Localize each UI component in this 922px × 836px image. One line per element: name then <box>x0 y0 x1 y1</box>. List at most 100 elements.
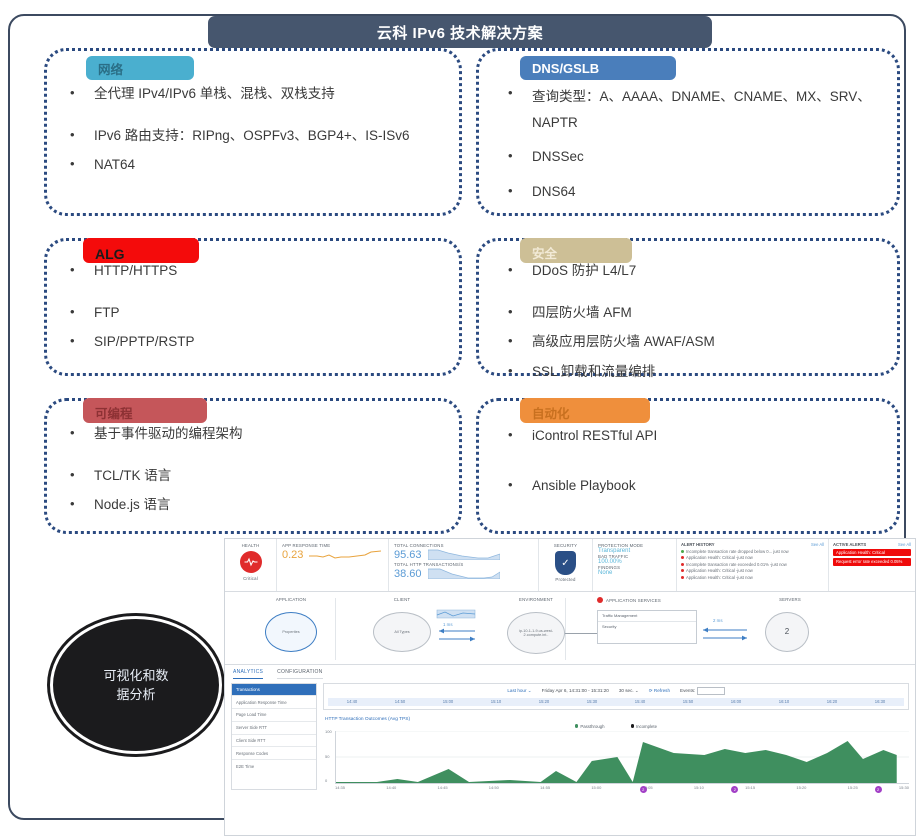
active-alert-bar[interactable]: Request error rate exceeded 0.05% <box>833 557 911 566</box>
environment-node[interactable]: ip-10-1-1-9.us-west-2.compute.int.. <box>507 612 565 654</box>
total-http-transactions-value: 38.60 <box>394 568 422 580</box>
metric-item-application-response-time[interactable]: Application Response Time <box>232 696 316 710</box>
active-alerts-panel: ACTIVE ALERTS See All Application Health… <box>829 539 915 591</box>
event-pin[interactable]: 2 <box>874 786 882 793</box>
alert-text: Application Health: Critical -just now <box>686 555 753 561</box>
app-response-time-tile: APP RESPONSE TIME 0.23 <box>277 539 389 591</box>
bullet-text: TCL/TK 语言 <box>94 467 172 483</box>
bullet-text: Ansible Playbook <box>532 477 636 493</box>
x-tick: 15:20 <box>796 784 807 790</box>
bullet-text: SSL 卸载和流量编排 <box>532 363 656 379</box>
events-toggle[interactable]: Events: <box>680 686 725 695</box>
security-label: SECURITY <box>553 543 578 548</box>
metric-item-e2e-time[interactable]: E2E Time <box>236 763 255 769</box>
service-item[interactable]: Traffic Management <box>598 611 696 622</box>
y-tick: 100 <box>325 728 332 734</box>
list-item: • 基于事件驱动的编程架构 <box>70 424 450 444</box>
x-tick: 14:35 <box>335 784 346 790</box>
alert-history-row: Application Health: Critical -just now <box>681 568 824 573</box>
timeline-ticks[interactable]: 14:40 14:50 15:00 15:10 15:20 15:30 15:4… <box>328 697 904 706</box>
health-status: Critical <box>243 576 258 581</box>
client-node[interactable]: All Types <box>373 612 431 652</box>
legend-item-passthrough[interactable]: Passthrough <box>575 724 605 729</box>
tab-configuration[interactable]: CONFIGURATION <box>277 669 323 679</box>
list-item: • 高级应用层防火墙 AWAF/ASM <box>508 332 898 352</box>
active-alert-bar[interactable]: Application Health: Critical <box>833 548 911 557</box>
findings-value: None <box>598 570 613 576</box>
application-services-header: APPLICATION SERVICES <box>597 597 717 603</box>
bullet-dot: • <box>508 147 513 163</box>
chart-plot-area: 100 50 0 2 2 2 <box>325 729 909 793</box>
timeline-tick: 16:00 <box>730 699 742 704</box>
list-item: • DDoS 防护 L4/L7 <box>508 261 898 281</box>
alert-history-row: Incomplete transaction rate dropped belo… <box>681 549 824 554</box>
service-item[interactable]: Security <box>602 624 617 630</box>
refresh-label: Refresh <box>653 687 671 693</box>
timeline-tick: 15:40 <box>634 699 646 704</box>
bullet-text: HTTP/HTTPS <box>94 263 178 278</box>
event-pin[interactable]: 2 <box>639 786 647 793</box>
chart-legend: Passthrough Incomplete <box>323 724 909 729</box>
events-label: Events: <box>680 687 696 693</box>
timeline-tick: 15:10 <box>490 699 502 704</box>
panel-badge-programmability: 可编程 <box>83 398 207 423</box>
bullet-text: SIP/PPTP/RSTP <box>94 334 195 350</box>
alert-text: Incomplete transaction rate dropped belo… <box>686 548 789 554</box>
panel-badge-automation: 自动化 <box>520 398 650 423</box>
tab-analytics[interactable]: ANALYTICS <box>233 669 264 679</box>
legend-item-incomplete[interactable]: Incomplete <box>630 723 657 729</box>
bullet-text: FTP <box>94 304 120 320</box>
x-tick: 15:30 <box>898 784 909 790</box>
interval-select[interactable]: 30 sec. ⌄ <box>619 688 639 694</box>
heartbeat-icon <box>239 551 262 573</box>
bullet-text: 基于事件驱动的编程架构 <box>94 426 243 441</box>
bullet-dot: • <box>70 262 75 277</box>
events-value-box <box>696 686 725 695</box>
page-title: 云科 IPv6 技术解决方案 <box>208 16 712 48</box>
refresh-button[interactable]: ⟳ Refresh <box>648 687 671 693</box>
metric-item-transactions[interactable]: Transactions <box>232 683 316 697</box>
bullet-dot: • <box>508 362 513 378</box>
x-tick: 15:15 <box>745 784 756 790</box>
servers-node[interactable]: 2 <box>765 612 809 652</box>
bullet-dot: • <box>70 496 75 512</box>
event-pin[interactable]: 2 <box>731 786 739 793</box>
y-tick: 0 <box>325 777 328 783</box>
protection-mode-tile: PROTECTION MODE Transparent BAD TRAFFIC … <box>593 539 677 591</box>
panel-badge-automation-label: 自动化 <box>532 407 570 421</box>
list-item: • DNSSec <box>508 147 902 167</box>
application-services-list: Traffic Management Security <box>597 610 697 644</box>
legend-label: Incomplete <box>635 723 657 729</box>
bullet-text: 全代理 IPv4/IPv6 单栈、混栈、双栈支持 <box>94 86 335 101</box>
bullet-dot: • <box>70 466 75 482</box>
bullet-text: DDoS 防护 L4/L7 <box>532 263 637 278</box>
metric-item-page-load-time[interactable]: Page Load Time <box>232 709 316 722</box>
dashboard-topology: APPLICATION Properties CLIENT All Types … <box>225 592 915 665</box>
panel-badge-dns-gslb: DNS/GSLB <box>520 56 676 80</box>
list-item: • 全代理 IPv4/IPv6 单栈、混栈、双栈支持 <box>70 84 470 104</box>
bullet-text: NAT64 <box>94 157 136 173</box>
bullet-dot: • <box>70 425 75 440</box>
alerts-region: ALERT HISTORY See All Incomplete transac… <box>677 539 915 591</box>
bullet-dot: • <box>70 85 75 100</box>
bullet-dot: • <box>70 333 75 349</box>
services-status-icon <box>597 597 603 603</box>
connections-tile: TOTAL CONNECTIONS 95.63 TOTAL HTTP TRANS… <box>389 539 539 591</box>
alert-history-see-all[interactable]: See All <box>810 542 824 547</box>
list-item: • SSL 卸载和流量编排 <box>508 362 898 382</box>
range-select[interactable]: Last hour ⌄ <box>507 688 531 694</box>
timeline-tick: 15:20 <box>538 699 550 704</box>
bullet-dot: • <box>508 303 513 319</box>
metric-item-server-side-rtt[interactable]: Server Side RTT <box>232 722 316 735</box>
list-item: • SIP/PPTP/RSTP <box>70 332 450 352</box>
bad-traffic-value: 100.00% <box>598 559 622 565</box>
metric-item-client-side-rtt[interactable]: Client Side RTT <box>232 735 316 748</box>
chart-x-axis: 14:35 14:40 14:45 14:50 14:55 15:00 15:0… <box>335 784 909 790</box>
alert-critical-icon <box>681 569 684 573</box>
metric-item-response-codes[interactable]: Response Codes <box>232 747 316 761</box>
active-alerts-see-all[interactable]: See All <box>897 542 911 547</box>
list-item: • DNS64 <box>508 182 902 202</box>
bullet-text: iControl RESTful API <box>532 428 658 443</box>
application-node[interactable]: Properties <box>265 612 317 652</box>
panel-network-bullets: • 全代理 IPv4/IPv6 单栈、混栈、双栈支持 • IPv6 路由支持：RIP… <box>70 84 470 177</box>
